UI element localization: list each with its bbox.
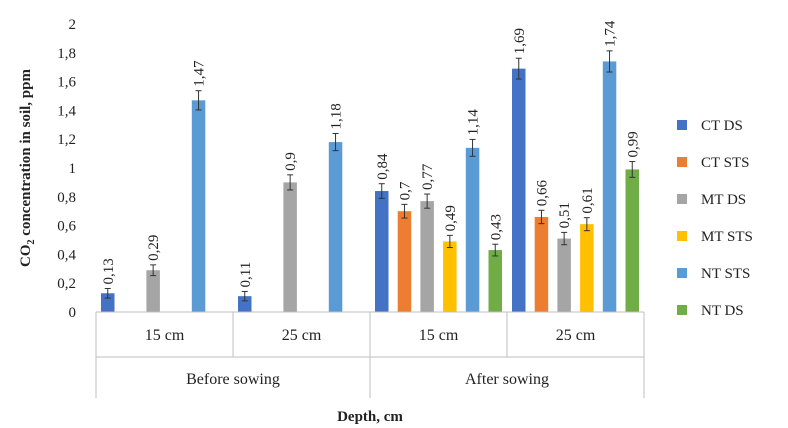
y-tick-label: 0,4 <box>57 247 76 263</box>
data-label: 1,14 <box>466 109 482 136</box>
data-label: 1,74 <box>603 20 619 47</box>
data-label: 0,61 <box>580 187 596 213</box>
x-group-label: After sowing <box>465 371 549 388</box>
bar <box>488 250 502 312</box>
error-bar <box>629 161 636 178</box>
error-bar <box>332 133 339 152</box>
x-tick-label: 25 cm <box>556 327 596 344</box>
y-axis-title-main: CO <box>18 244 34 267</box>
data-label: 1,47 <box>192 60 208 87</box>
x-axis: 15 cm 25 cm 15 cm 25 cm Before sowing After s… <box>95 311 645 398</box>
data-label: 0,51 <box>557 202 573 228</box>
error-bar <box>287 174 294 191</box>
data-label: 0,9 <box>283 152 299 171</box>
error-bar <box>150 264 157 277</box>
bar <box>328 142 343 312</box>
y-tick-label: 0,8 <box>57 190 76 206</box>
error-bar <box>469 138 476 157</box>
data-label: 0,49 <box>443 205 459 231</box>
legend-label: NT DS <box>701 303 744 319</box>
legend-label: MT STS <box>701 229 753 245</box>
data-label: 0,43 <box>488 214 504 240</box>
error-bar <box>424 193 431 209</box>
legend-label: NT STS <box>701 266 750 282</box>
error-bar <box>606 50 613 73</box>
y-tick-label: 1,2 <box>57 132 76 148</box>
y-tick-label: 1,8 <box>57 46 76 62</box>
legend-swatch <box>677 231 687 241</box>
error-bar <box>195 90 202 111</box>
legend-swatch <box>677 157 687 167</box>
data-label: 1,69 <box>512 28 528 54</box>
data-label: 0,11 <box>238 262 254 288</box>
x-group-label: Before sowing <box>186 371 280 388</box>
data-label: 0,99 <box>625 131 641 157</box>
legend-swatch <box>677 194 687 204</box>
error-bar <box>401 203 408 219</box>
bar <box>580 224 594 312</box>
bar <box>625 169 639 312</box>
error-bar <box>583 217 590 232</box>
data-label: 0,66 <box>534 180 550 207</box>
bar <box>375 191 389 312</box>
bar <box>443 241 457 312</box>
x-axis-title: Depth, cm <box>337 409 403 425</box>
x-tick-label: 15 cm <box>145 327 185 344</box>
plot-area: 0,13 0,11 0,84 1,69 0,7 0,66 0,29 0,9 0,77 0,51 0,… <box>101 20 641 312</box>
bar <box>465 147 480 312</box>
error-bar <box>538 209 545 225</box>
y-axis-title-rest: concentration in soil, ppm <box>18 69 34 240</box>
y-tick-label: 0,6 <box>57 219 76 235</box>
bar <box>191 100 206 312</box>
y-tick-label: 1,6 <box>57 75 76 91</box>
legend: CT DS CT STS MT DS MT STS NT STS NT DS <box>677 118 753 319</box>
y-axis-title: CO2 concentration in soil, ppm <box>18 69 37 267</box>
y-axis-title-subscript: 2 <box>26 239 37 244</box>
data-label: 0,84 <box>375 153 391 180</box>
legend-swatch <box>677 120 687 130</box>
error-bar <box>446 234 453 249</box>
data-label: 0,7 <box>397 181 413 200</box>
legend-label: MT DS <box>701 192 746 208</box>
y-tick-label: 0,2 <box>57 276 76 292</box>
bar <box>146 270 160 312</box>
y-axis-ticks: 0 0,2 0,4 0,6 0,8 1 1,2 1,4 1,6 1,8 2 <box>57 17 76 321</box>
bar <box>283 182 297 312</box>
legend-swatch <box>677 305 687 315</box>
data-label: 0,29 <box>146 235 162 261</box>
error-bar <box>104 287 111 299</box>
y-tick-label: 1,4 <box>57 103 76 119</box>
bar <box>602 61 617 312</box>
data-label: 0,13 <box>101 258 117 284</box>
bar <box>397 211 412 312</box>
error-bar <box>561 231 568 246</box>
error-bar <box>515 57 522 80</box>
bar <box>420 201 434 312</box>
bar <box>101 293 115 312</box>
bar <box>512 68 526 312</box>
bar <box>534 216 549 312</box>
legend-swatch <box>677 268 687 278</box>
error-bar <box>378 183 385 199</box>
x-tick-label: 15 cm <box>419 327 459 344</box>
data-label: 1,18 <box>329 103 345 129</box>
data-label: 0,77 <box>420 163 436 190</box>
error-bar <box>241 290 248 302</box>
bar <box>238 296 252 312</box>
legend-label: CT DS <box>701 118 743 134</box>
y-axis-title-text: CO2 concentration in soil, ppm <box>18 69 37 267</box>
x-tick-label: 25 cm <box>282 327 322 344</box>
y-tick-label: 1 <box>69 161 77 177</box>
y-tick-label: 0 <box>69 305 77 321</box>
y-tick-label: 2 <box>69 17 77 33</box>
error-bar <box>492 243 499 257</box>
legend-label: CT STS <box>701 155 750 171</box>
bar <box>557 238 571 312</box>
